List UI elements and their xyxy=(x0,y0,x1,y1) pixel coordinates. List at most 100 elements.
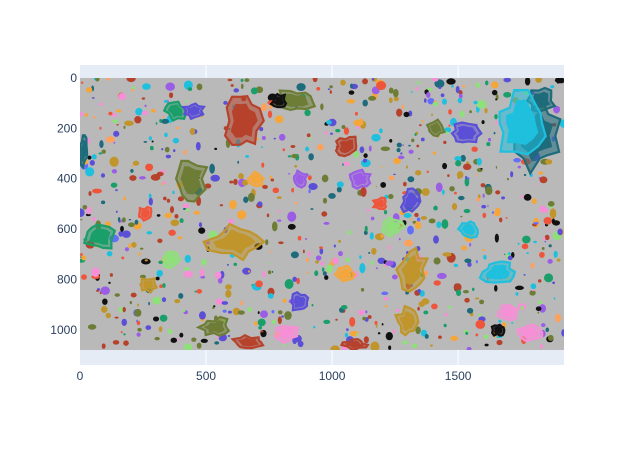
speckle-segment xyxy=(118,231,124,237)
segment-core-blue-violet-22 xyxy=(403,192,418,209)
speckle-segment xyxy=(262,270,266,278)
speckle-segment xyxy=(539,176,548,184)
speckle-segment xyxy=(308,189,311,194)
speckle-segment xyxy=(222,309,227,313)
speckle-segment xyxy=(261,136,266,140)
speckle-segment xyxy=(81,255,87,261)
segment-core-dark-red-1 xyxy=(339,139,354,154)
speckle-segment xyxy=(284,311,292,320)
speckle-segment xyxy=(221,301,229,305)
speckle-segment xyxy=(321,174,329,183)
speckle-segment xyxy=(283,343,286,347)
speckle-segment xyxy=(460,154,466,162)
speckle-segment xyxy=(380,234,384,238)
speckle-segment xyxy=(126,78,136,83)
speckle-segment xyxy=(521,195,524,199)
speckle-segment xyxy=(287,155,292,158)
speckle-segment xyxy=(517,242,520,245)
speckle-segment xyxy=(117,217,121,222)
speckle-segment xyxy=(392,89,399,98)
speckle-segment xyxy=(503,253,506,256)
speckle-segment xyxy=(553,250,558,258)
speckle-segment xyxy=(544,234,550,241)
speckle-segment xyxy=(143,140,148,143)
speckle-segment xyxy=(135,107,143,116)
speckle-segment xyxy=(530,262,535,269)
speckle-segment xyxy=(537,311,540,314)
speckle-segment xyxy=(464,258,472,263)
speckle-segment xyxy=(148,136,152,141)
speckle-segment xyxy=(448,124,451,127)
speckle-segment xyxy=(388,175,395,181)
segment-core-light-green-30 xyxy=(165,253,178,266)
speckle-segment xyxy=(278,133,286,141)
speckle-segment xyxy=(91,97,95,99)
speckle-segment xyxy=(453,263,459,268)
speckle-segment xyxy=(277,310,283,315)
speckle-segment xyxy=(335,318,338,321)
speckle-segment xyxy=(480,167,483,170)
speckle-segment xyxy=(371,133,381,142)
speckle-segment xyxy=(196,83,203,91)
speckle-segment xyxy=(307,175,312,181)
speckle-segment xyxy=(432,78,439,82)
speckle-segment xyxy=(543,216,552,225)
speckle-segment xyxy=(495,98,498,101)
speckle-segment xyxy=(414,221,422,230)
speckle-segment xyxy=(257,318,266,327)
speckle-segment xyxy=(123,125,126,129)
speckle-segment xyxy=(109,172,113,175)
speckle-segment xyxy=(494,207,501,217)
speckle-segment xyxy=(462,290,469,294)
speckle-segment xyxy=(536,183,539,186)
speckle-segment xyxy=(343,127,350,135)
speckle-segment xyxy=(322,197,328,204)
speckle-segment xyxy=(444,313,449,317)
speckle-segment xyxy=(319,246,324,249)
speckle-segment xyxy=(380,146,391,152)
speckle-segment xyxy=(360,118,363,123)
speckle-segment xyxy=(485,80,489,86)
speckle-segment xyxy=(389,139,393,143)
speckle-segment xyxy=(479,299,485,305)
speckle-segment xyxy=(108,111,113,116)
speckle-segment xyxy=(544,241,547,243)
speckle-segment xyxy=(168,92,174,99)
speckle-segment xyxy=(132,164,134,168)
speckle-segment xyxy=(144,259,148,262)
speckle-segment xyxy=(523,173,527,177)
speckle-segment xyxy=(240,300,243,306)
speckle-segment xyxy=(167,329,173,335)
speckle-segment xyxy=(426,91,431,98)
speckle-segment xyxy=(456,171,464,179)
speckle-segment xyxy=(538,171,544,175)
speckle-segment xyxy=(464,297,470,303)
speckle-segment xyxy=(371,247,377,255)
speckle-segment xyxy=(550,85,555,89)
speckle-segment xyxy=(271,309,275,314)
speckle-segment xyxy=(486,141,491,147)
speckle-segment xyxy=(128,219,132,221)
segment-core-green-15 xyxy=(89,228,111,245)
speckle-segment xyxy=(113,130,120,137)
speckle-segment xyxy=(455,160,462,167)
speckle-segment xyxy=(152,296,162,305)
speckle-segment xyxy=(549,208,557,219)
speckle-segment xyxy=(115,189,118,192)
speckle-segment xyxy=(213,305,216,308)
speckle-segment xyxy=(96,289,99,292)
speckle-segment xyxy=(153,316,160,322)
speckle-segment xyxy=(359,146,365,154)
speckle-segment xyxy=(196,342,202,349)
speckle-segment xyxy=(438,335,442,339)
speckle-segment xyxy=(162,181,167,184)
speckle-segment xyxy=(349,316,356,327)
speckle-segment xyxy=(360,187,367,197)
speckle-segment xyxy=(129,284,131,287)
segment-core-olive-4 xyxy=(180,166,203,195)
speckle-segment xyxy=(353,150,359,159)
speckle-segment xyxy=(111,113,117,118)
speckle-segment xyxy=(141,97,146,100)
speckle-segment xyxy=(330,345,340,350)
